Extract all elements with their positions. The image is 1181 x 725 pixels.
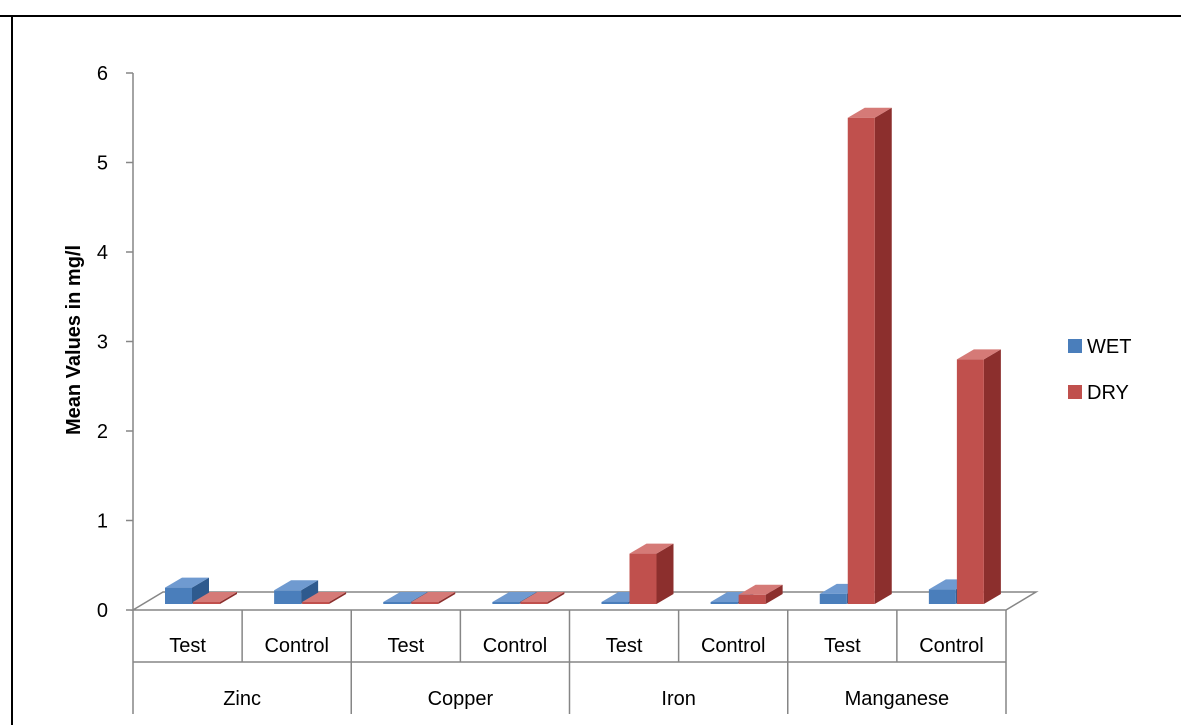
bar-dry xyxy=(193,592,237,604)
category-label: Test xyxy=(169,635,206,657)
bar-wet-top xyxy=(165,577,209,588)
bar-wet-front xyxy=(274,590,302,604)
group-label: Zinc xyxy=(223,688,261,710)
chart-floor xyxy=(130,591,1039,611)
bar-wet-side xyxy=(192,577,209,604)
bar-wet xyxy=(274,580,319,604)
y-tick-label: 2 xyxy=(97,421,108,443)
bar-dry-top xyxy=(847,107,892,118)
bar-wet-front xyxy=(601,601,629,604)
y-tick-label: 4 xyxy=(97,242,108,264)
y-tick-label: 5 xyxy=(97,153,108,175)
bar-dry-front xyxy=(193,602,220,604)
category-label: Test xyxy=(387,635,424,657)
bar-dry xyxy=(629,543,674,604)
bar-dry-front xyxy=(302,602,330,604)
bar-dry-top xyxy=(629,543,674,554)
bar-wet-front xyxy=(710,602,738,604)
bar-wet-front xyxy=(819,593,847,604)
bar-dry-top xyxy=(520,592,565,602)
bar-dry-side xyxy=(874,107,892,604)
group-label: Copper xyxy=(428,688,494,710)
bar-dry-top xyxy=(411,592,456,602)
bar-wet-front xyxy=(492,602,520,604)
bar-wet-top xyxy=(383,592,428,602)
bar-dry xyxy=(411,592,456,604)
group-label: Manganese xyxy=(845,688,950,710)
y-tick-label: 6 xyxy=(97,63,108,85)
bar-dry-side xyxy=(220,592,237,604)
bar-dry-front xyxy=(738,594,766,604)
bar-dry-front xyxy=(629,553,657,604)
plot-area: 0 1 2 3 4 5 6 Test Control Test Control Test Control… xyxy=(97,63,1039,714)
bar-dry-front xyxy=(520,602,548,604)
bar-dry xyxy=(738,584,783,604)
category-label: Control xyxy=(701,635,765,657)
y-axis-title: Mean Values in mg/l xyxy=(63,245,85,435)
bar-wet-side xyxy=(301,580,319,604)
bar-dry-side xyxy=(547,592,565,604)
bar-dry xyxy=(302,592,347,604)
y-tick-label: 0 xyxy=(97,600,108,622)
bar-dry-side xyxy=(438,592,456,604)
category-label: Test xyxy=(606,635,643,657)
category-label: Control xyxy=(483,635,547,657)
legend-swatch xyxy=(1068,385,1082,399)
bar-dry-top xyxy=(738,584,783,595)
category-label: Control xyxy=(264,635,328,657)
bar-wet-top xyxy=(274,580,319,591)
bar-dry-front xyxy=(411,602,439,604)
bar-dry-side xyxy=(329,592,347,604)
legend: WET DRY xyxy=(1068,336,1131,404)
bar-dry-side xyxy=(765,584,783,604)
bar-wet-front xyxy=(928,589,956,604)
bar-dry-top xyxy=(193,592,237,602)
category-label: Test xyxy=(824,635,861,657)
bar-wet-front xyxy=(165,587,192,604)
group-label: Iron xyxy=(661,688,695,710)
bar-dry xyxy=(956,349,1001,604)
legend-label: DRY xyxy=(1087,382,1129,404)
category-label: Control xyxy=(919,635,983,657)
bar-dry-top xyxy=(956,349,1001,360)
y-tick-label: 3 xyxy=(97,332,108,354)
bar-dry-front xyxy=(847,117,875,604)
bar-dry-side xyxy=(656,543,674,604)
bar-dry xyxy=(520,592,565,604)
bar-wet xyxy=(165,577,209,604)
bar-dry xyxy=(847,107,892,604)
legend-swatch xyxy=(1068,339,1082,353)
bar-dry-side xyxy=(983,349,1001,604)
y-tick-label: 1 xyxy=(97,511,108,533)
bar-dry-top xyxy=(302,592,347,602)
bar-dry-front xyxy=(956,359,984,604)
bar-wet-top xyxy=(492,592,537,602)
legend-label: WET xyxy=(1087,336,1131,358)
bar-wet-front xyxy=(383,602,411,604)
